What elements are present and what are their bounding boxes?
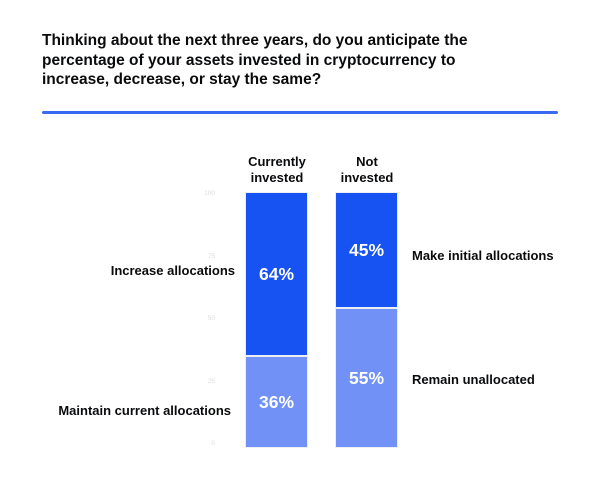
y-axis-tick-50: 50	[207, 315, 215, 322]
y-axis-tick-25: 25	[207, 378, 215, 385]
column-header-not-invested: Not invested	[312, 154, 422, 185]
column-header-line: Currently	[248, 154, 306, 169]
bar-value-label: 36%	[258, 391, 295, 412]
bar-value-label: 64%	[258, 263, 295, 284]
segment-label-increase-allocations: Increase allocations	[110, 263, 235, 278]
bar-segment-make-initial-allocations: 45%	[336, 193, 397, 307]
bar-segment-maintain-current-allocations: 36%	[246, 357, 307, 447]
chart-title: Thinking about the next three years, do …	[42, 31, 562, 90]
segment-label-make-initial-allocations: Make initial allocations	[412, 248, 554, 263]
chart-title-line-1: Thinking about the next three years, do …	[42, 32, 468, 49]
y-axis-tick-100: 100	[204, 190, 215, 197]
bar-segment-remain-unallocated: 55%	[336, 309, 397, 447]
y-axis-tick-75: 75	[207, 253, 215, 260]
column-header-currently-invested: Currently invested	[222, 154, 332, 185]
column-header-line: invested	[340, 169, 394, 185]
y-axis-tick-0: 0	[211, 440, 215, 447]
bar-segment-increase-allocations: 64%	[246, 193, 307, 355]
segment-label-maintain-current-allocations: Maintain current allocations	[58, 403, 231, 418]
title-divider-rule	[42, 111, 558, 114]
bar-value-label: 45%	[348, 239, 385, 260]
column-header-line: Not	[356, 154, 378, 169]
segment-label-remain-unallocated: Remain unallocated	[412, 372, 535, 387]
column-header-line: invested	[250, 169, 304, 185]
bar-value-label: 55%	[348, 367, 385, 388]
chart-title-line-2: percentage of your assets invested in cr…	[42, 51, 456, 69]
chart-title-line-3: increase, decrease, or stay the same?	[42, 71, 322, 88]
